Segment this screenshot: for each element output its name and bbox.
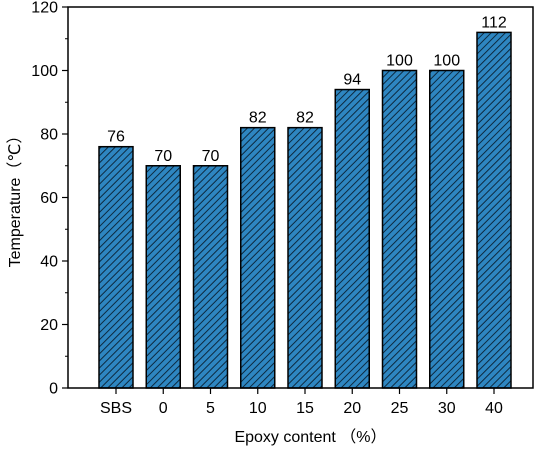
data-label-15: 82 xyxy=(296,110,314,127)
bars-layer xyxy=(98,31,512,389)
data-label-20: 94 xyxy=(343,72,361,89)
data-label-5: 70 xyxy=(202,148,220,165)
data-label-30: 100 xyxy=(433,53,460,70)
bar-25 xyxy=(381,69,418,389)
y-axis: 0 20 40 60 80 100 120 xyxy=(31,0,68,398)
data-labels-layer: 76 70 70 82 82 94 100 100 112 xyxy=(107,14,507,164)
data-label-10: 82 xyxy=(249,110,267,127)
bar-0 xyxy=(145,165,181,389)
x-tick-label-10: 10 xyxy=(249,400,267,417)
x-tick-label-25: 25 xyxy=(391,400,409,417)
x-tick-label-30: 30 xyxy=(438,400,456,417)
x-axis-title: Epoxy content （%） xyxy=(234,428,386,446)
y-tick-label-60: 60 xyxy=(40,190,58,207)
y-tick-label-0: 0 xyxy=(49,381,58,398)
y-tick-label-120: 120 xyxy=(31,0,58,17)
x-axis: SBS 0 5 10 15 20 25 30 40 xyxy=(100,388,503,417)
x-tick-label-40: 40 xyxy=(485,400,503,417)
bar-40 xyxy=(476,31,512,389)
bar-5 xyxy=(192,165,229,389)
data-label-SBS: 76 xyxy=(107,129,125,146)
y-axis-title: Temperature（℃） xyxy=(6,128,24,268)
data-label-40: 112 xyxy=(481,14,507,31)
x-tick-label-15: 15 xyxy=(296,400,314,417)
data-label-25: 100 xyxy=(386,53,413,70)
y-tick-label-40: 40 xyxy=(40,254,58,271)
data-label-0: 70 xyxy=(154,148,172,165)
bar-20 xyxy=(334,88,370,389)
bar-30 xyxy=(429,69,465,389)
y-tick-label-20: 20 xyxy=(40,317,58,334)
x-tick-label-SBS: SBS xyxy=(100,400,132,417)
x-tick-label-5: 5 xyxy=(206,400,215,417)
y-tick-label-100: 100 xyxy=(31,63,58,80)
y-tick-label-80: 80 xyxy=(40,127,58,144)
bar-SBS xyxy=(98,145,134,389)
x-tick-label-0: 0 xyxy=(159,400,168,417)
bar-10 xyxy=(240,126,276,389)
x-tick-label-20: 20 xyxy=(343,400,361,417)
bar-15 xyxy=(287,126,323,389)
